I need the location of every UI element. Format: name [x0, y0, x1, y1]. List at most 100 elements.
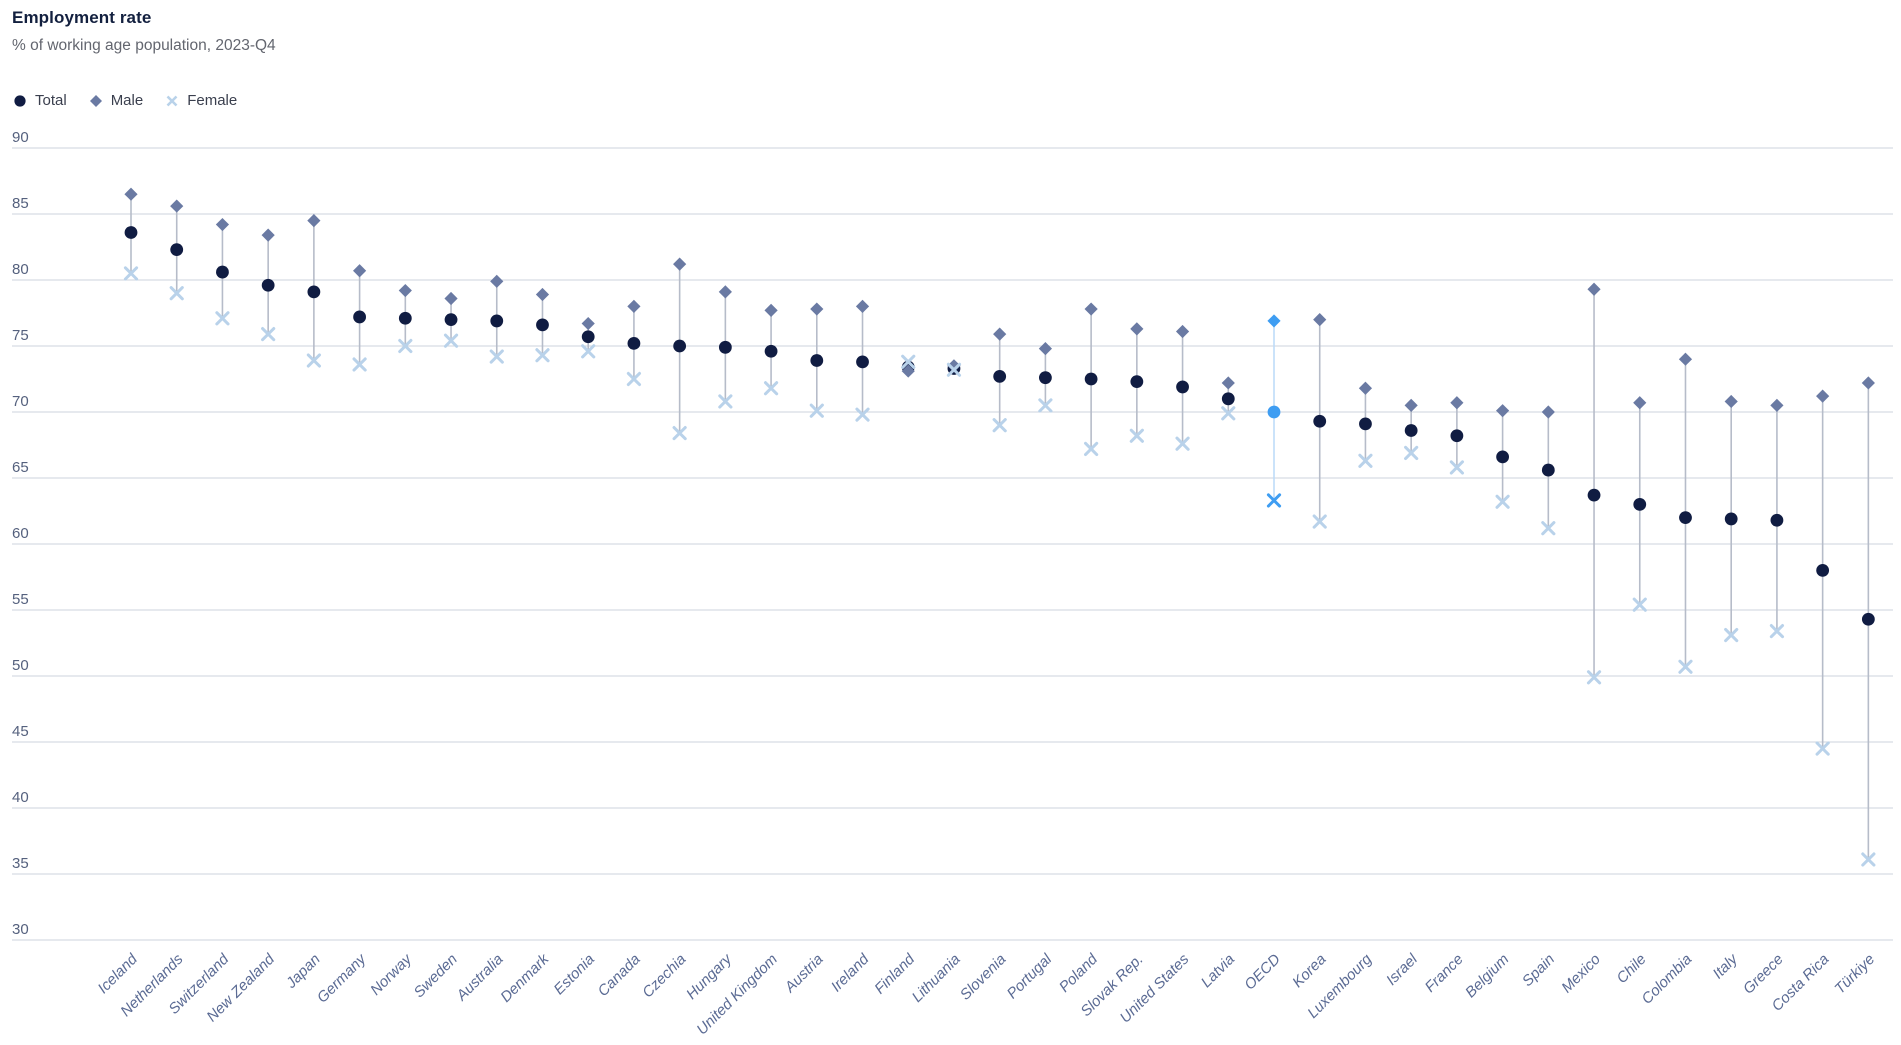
marker-female-latvia[interactable]: [1221, 406, 1236, 421]
marker-male-chile[interactable]: [1633, 396, 1647, 410]
marker-total-austria[interactable]: [810, 354, 824, 367]
marker-female-poland[interactable]: [1084, 441, 1099, 457]
legend-item-total[interactable]: Total: [13, 92, 67, 109]
marker-male-oecd[interactable]: [1267, 314, 1281, 328]
marker-female-iceland[interactable]: [123, 266, 139, 281]
marker-female-spain[interactable]: [1541, 521, 1556, 536]
marker-female-slovak-rep[interactable]: [1129, 428, 1144, 443]
marker-total-canada[interactable]: [627, 336, 641, 350]
marker-male-colombia[interactable]: [1678, 352, 1693, 366]
marker-total-sweden[interactable]: [444, 313, 458, 326]
marker-male-france[interactable]: [1450, 396, 1464, 410]
marker-female-netherlands[interactable]: [169, 286, 184, 301]
marker-total-ireland[interactable]: [856, 355, 869, 369]
marker-female-slovenia[interactable]: [992, 418, 1007, 433]
marker-male-australia[interactable]: [490, 274, 504, 288]
marker-female-united-kingdom[interactable]: [763, 381, 779, 396]
marker-total-japan[interactable]: [307, 285, 321, 299]
marker-female-japan[interactable]: [306, 353, 321, 368]
marker-female-sweden[interactable]: [443, 333, 459, 348]
marker-female-czechia[interactable]: [672, 426, 687, 441]
marker-female-luxembourg[interactable]: [1358, 453, 1373, 468]
marker-total-estonia[interactable]: [581, 330, 595, 344]
marker-female-austria[interactable]: [809, 403, 824, 418]
marker-male-lithuania[interactable]: [947, 359, 961, 373]
marker-total-poland[interactable]: [1084, 372, 1098, 386]
marker-female-costa-rica[interactable]: [1815, 741, 1830, 756]
marker-total-latvia[interactable]: [1221, 392, 1235, 406]
marker-female-colombia[interactable]: [1678, 659, 1693, 674]
marker-male-t-rkiye[interactable]: [1861, 376, 1875, 390]
marker-female-chile[interactable]: [1632, 597, 1647, 612]
marker-total-korea[interactable]: [1313, 414, 1327, 428]
marker-male-united-states[interactable]: [1175, 324, 1190, 339]
marker-male-hungary[interactable]: [718, 285, 732, 299]
marker-female-germany[interactable]: [352, 357, 367, 372]
marker-female-norway[interactable]: [398, 338, 413, 354]
marker-male-new-zealand[interactable]: [261, 228, 275, 242]
marker-total-france[interactable]: [1450, 429, 1464, 443]
marker-male-slovak-rep[interactable]: [1130, 322, 1144, 336]
marker-male-greece[interactable]: [1770, 398, 1784, 412]
marker-male-ireland[interactable]: [855, 299, 870, 313]
marker-male-mexico[interactable]: [1587, 282, 1601, 296]
marker-male-latvia[interactable]: [1221, 376, 1235, 390]
marker-male-norway[interactable]: [398, 283, 412, 298]
marker-total-chile[interactable]: [1633, 498, 1647, 511]
marker-total-czechia[interactable]: [673, 339, 687, 353]
legend-item-male[interactable]: Male: [89, 92, 143, 109]
marker-total-italy[interactable]: [1724, 512, 1738, 526]
marker-total-denmark[interactable]: [536, 318, 549, 332]
marker-male-canada[interactable]: [627, 299, 641, 313]
marker-female-switzerland[interactable]: [215, 311, 230, 326]
marker-total-new-zealand[interactable]: [261, 278, 275, 292]
marker-female-portugal[interactable]: [1038, 398, 1053, 413]
marker-male-italy[interactable]: [1724, 394, 1738, 409]
marker-male-spain[interactable]: [1541, 405, 1555, 419]
marker-male-estonia[interactable]: [581, 316, 595, 331]
marker-total-mexico[interactable]: [1587, 488, 1601, 502]
marker-female-mexico[interactable]: [1586, 670, 1602, 685]
marker-female-t-rkiye[interactable]: [1861, 852, 1876, 867]
marker-female-belgium[interactable]: [1495, 494, 1510, 509]
marker-male-iceland[interactable]: [124, 187, 138, 201]
marker-female-canada[interactable]: [626, 371, 642, 387]
marker-male-costa-rica[interactable]: [1816, 389, 1830, 403]
marker-female-israel[interactable]: [1404, 445, 1419, 461]
marker-total-netherlands[interactable]: [170, 243, 184, 257]
marker-total-t-rkiye[interactable]: [1861, 612, 1875, 626]
marker-female-oecd[interactable]: [1266, 493, 1282, 508]
marker-total-oecd[interactable]: [1267, 405, 1281, 419]
marker-female-lithuania[interactable]: [946, 362, 962, 377]
marker-total-israel[interactable]: [1404, 424, 1418, 437]
marker-total-colombia[interactable]: [1679, 511, 1692, 524]
marker-female-france[interactable]: [1449, 460, 1464, 475]
marker-total-germany[interactable]: [353, 310, 366, 324]
marker-total-iceland[interactable]: [124, 226, 138, 239]
marker-female-new-zealand[interactable]: [261, 327, 276, 342]
marker-male-finland[interactable]: [901, 364, 915, 378]
marker-male-germany[interactable]: [353, 264, 367, 278]
marker-female-hungary[interactable]: [718, 394, 733, 409]
marker-female-korea[interactable]: [1312, 514, 1327, 529]
marker-total-australia[interactable]: [490, 314, 504, 328]
marker-total-hungary[interactable]: [718, 340, 732, 354]
marker-male-sweden[interactable]: [444, 291, 458, 306]
marker-male-netherlands[interactable]: [170, 199, 184, 213]
marker-female-finland[interactable]: [901, 354, 916, 369]
marker-male-slovenia[interactable]: [993, 327, 1007, 341]
marker-total-norway[interactable]: [398, 311, 412, 325]
marker-total-switzerland[interactable]: [216, 265, 229, 279]
marker-male-japan[interactable]: [307, 214, 321, 228]
marker-total-costa-rica[interactable]: [1816, 564, 1830, 577]
marker-total-united-kingdom[interactable]: [764, 344, 778, 358]
marker-male-poland[interactable]: [1084, 302, 1098, 316]
marker-female-denmark[interactable]: [535, 348, 550, 363]
marker-male-israel[interactable]: [1404, 398, 1418, 412]
marker-male-luxembourg[interactable]: [1358, 381, 1373, 395]
marker-male-austria[interactable]: [810, 302, 824, 316]
marker-male-portugal[interactable]: [1038, 342, 1052, 356]
marker-male-korea[interactable]: [1313, 313, 1327, 327]
legend-item-female[interactable]: Female: [165, 92, 237, 109]
marker-male-switzerland[interactable]: [215, 217, 230, 232]
